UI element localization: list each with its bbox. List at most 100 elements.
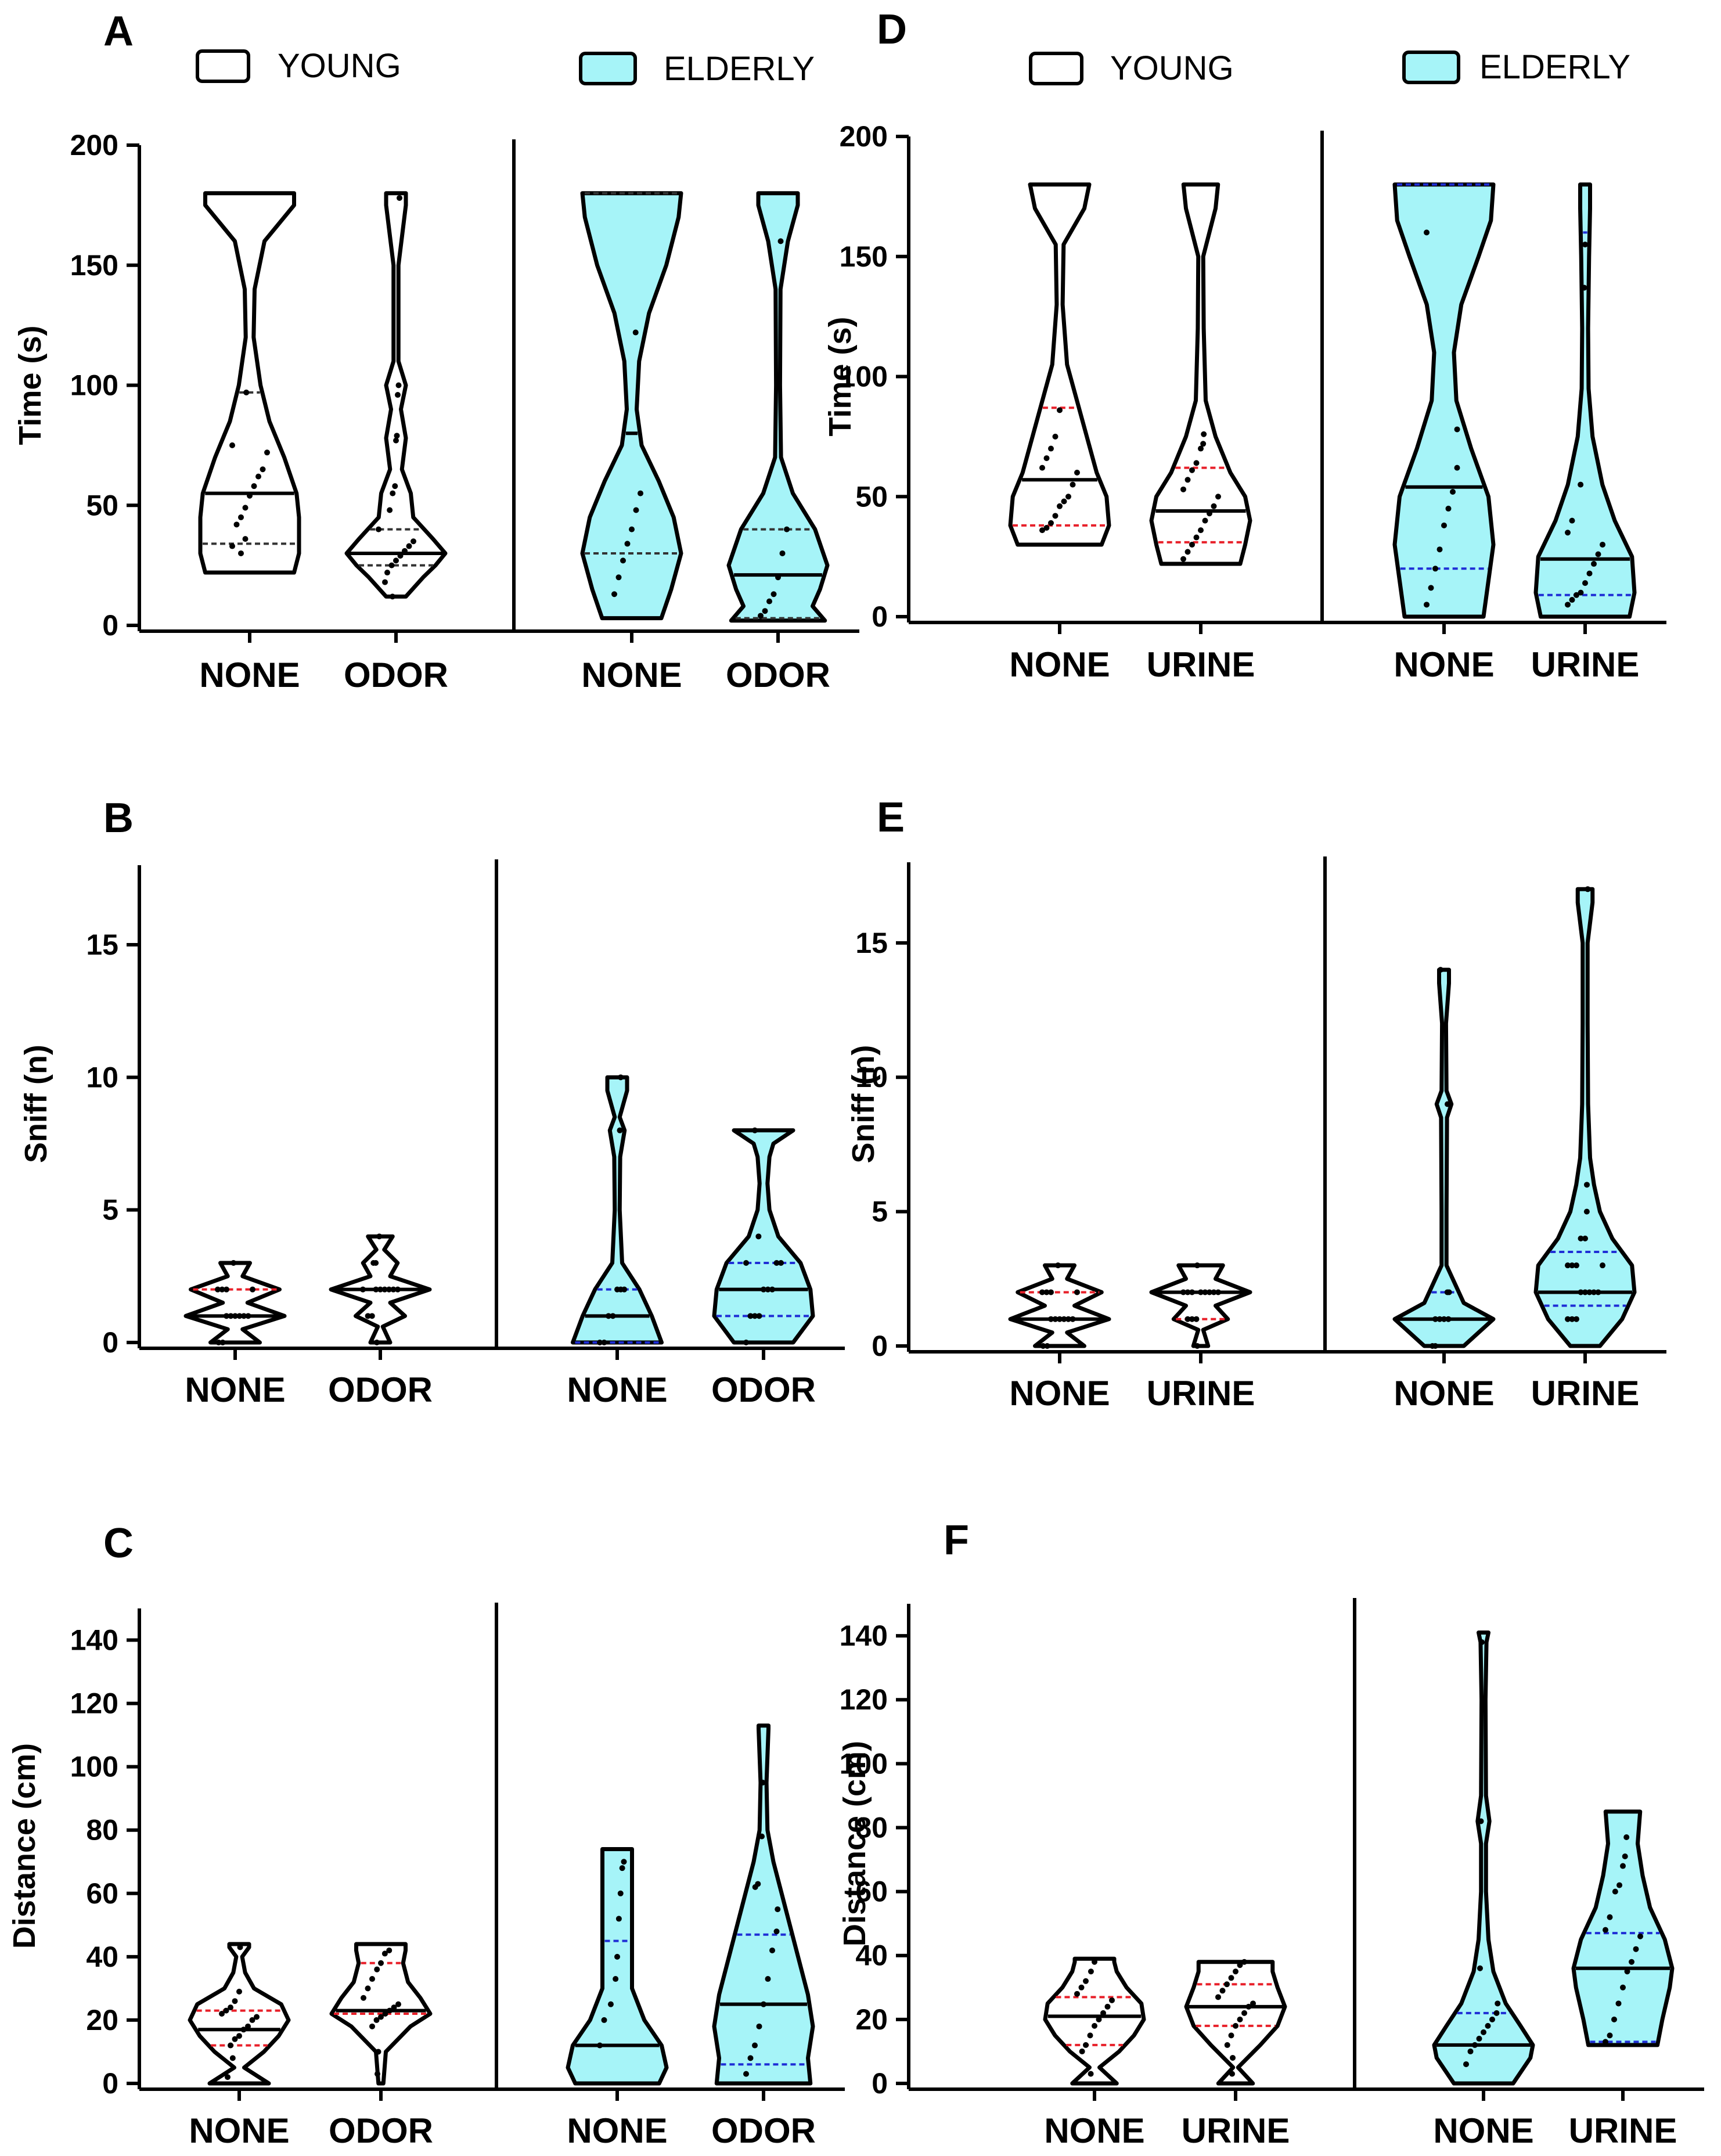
data-point — [775, 1906, 781, 1913]
data-point — [1582, 242, 1588, 248]
data-point — [1201, 431, 1207, 437]
data-point — [743, 1340, 749, 1345]
data-point — [1074, 469, 1080, 476]
y-tick-label: 100 — [840, 361, 888, 393]
data-point — [1079, 2048, 1085, 2054]
data-point — [1574, 592, 1579, 598]
data-point — [1215, 1289, 1221, 1295]
data-point — [1092, 2022, 1097, 2029]
data-point — [245, 1313, 251, 1319]
data-point — [1048, 1316, 1054, 1322]
data-point — [1612, 1888, 1618, 1895]
violin-body — [188, 1942, 291, 2086]
y-tick-label: 50 — [86, 489, 118, 521]
data-point — [773, 1260, 780, 1266]
y-tick-label: 0 — [102, 1326, 118, 1359]
y-tick-label: 100 — [70, 369, 118, 402]
x-category-label: NONE — [567, 2111, 667, 2150]
data-point — [1189, 541, 1195, 548]
data-point — [638, 490, 643, 496]
data-point — [1189, 467, 1195, 473]
data-point — [1424, 602, 1430, 608]
data-point — [375, 2071, 380, 2077]
data-point — [777, 238, 784, 244]
data-point — [229, 543, 235, 549]
y-tick-label: 140 — [840, 1619, 888, 1652]
data-point — [378, 2014, 384, 2020]
data-point — [752, 2042, 758, 2049]
data-point — [601, 1340, 607, 1345]
data-point — [233, 521, 240, 528]
y-tick-label: 15 — [855, 927, 888, 959]
y-axis-title: Sniff (n) — [846, 1045, 881, 1164]
data-point — [752, 1313, 758, 1319]
data-point — [624, 541, 631, 547]
panel-letter: A — [103, 8, 134, 55]
data-point — [1476, 2035, 1482, 2042]
data-point — [756, 2023, 762, 2029]
data-point — [1616, 1882, 1623, 1888]
x-category-label: ODOR — [329, 2111, 433, 2150]
data-point — [1233, 1968, 1238, 1975]
data-point — [743, 2071, 749, 2077]
y-tick-label: 200 — [70, 129, 118, 161]
violin-body — [1008, 1263, 1111, 1348]
data-point — [615, 1916, 622, 1922]
y-axis-title: Time (s) — [13, 325, 48, 445]
x-category-label: NONE — [581, 656, 682, 694]
x-category-label: NONE — [567, 1370, 667, 1409]
y-axis-title: Sniff (n) — [19, 1045, 53, 1163]
violin-body — [1571, 1809, 1675, 2047]
data-point — [1595, 551, 1601, 557]
data-point — [1578, 481, 1584, 488]
data-point — [1180, 1289, 1186, 1295]
data-point — [743, 1260, 749, 1266]
data-point — [610, 1313, 616, 1319]
data-point — [775, 574, 781, 581]
data-point — [1184, 1316, 1191, 1322]
data-point — [238, 550, 244, 556]
data-point — [1078, 1984, 1085, 1991]
data-point — [1061, 498, 1067, 505]
violin-body — [198, 191, 301, 575]
data-point — [1189, 1316, 1195, 1322]
data-point — [1441, 1316, 1447, 1322]
data-point — [1184, 549, 1191, 555]
data-point — [1582, 580, 1588, 586]
data-point — [1591, 561, 1597, 567]
data-point — [240, 2027, 247, 2033]
panel-letter: D — [877, 6, 907, 53]
data-point — [1436, 1316, 1443, 1322]
panel-letter: E — [877, 794, 905, 841]
data-point — [1581, 285, 1587, 291]
data-point — [1607, 1914, 1613, 1920]
y-tick-label: 0 — [872, 2067, 888, 2100]
data-point — [386, 1947, 393, 1953]
data-point — [615, 574, 622, 581]
y-tick-label: 15 — [86, 928, 118, 961]
y-tick-label: 100 — [840, 1747, 888, 1780]
data-point — [391, 2004, 397, 2011]
data-point — [1620, 1984, 1626, 1991]
x-category-label: URINE — [1182, 2111, 1290, 2150]
data-point — [1198, 1289, 1204, 1295]
data-point — [1479, 1639, 1485, 1646]
data-point — [1569, 1316, 1575, 1322]
y-tick-label: 80 — [855, 1811, 888, 1844]
data-point — [1065, 1316, 1071, 1322]
data-point — [238, 514, 244, 520]
violin-body — [580, 191, 683, 621]
data-point — [381, 1950, 388, 1957]
data-point — [249, 2017, 255, 2023]
data-point — [232, 1313, 238, 1319]
data-point — [1194, 1262, 1200, 1269]
data-point — [260, 466, 266, 473]
legend-young-swatch — [196, 49, 250, 83]
data-point — [1578, 1289, 1584, 1295]
y-axis-title: Distance (cm) — [7, 1743, 42, 1949]
y-tick-label: 40 — [855, 1939, 888, 1972]
data-point — [1074, 1289, 1080, 1295]
data-point — [381, 1286, 388, 1293]
x-category-label: NONE — [1433, 2111, 1533, 2150]
data-point — [1237, 1962, 1243, 1968]
